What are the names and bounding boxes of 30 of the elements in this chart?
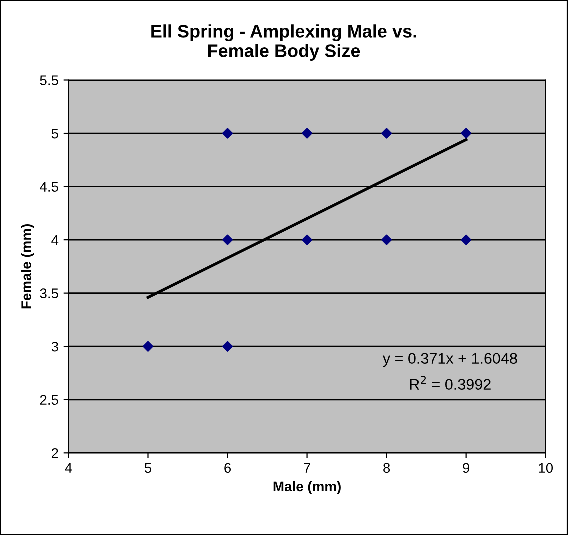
point xyxy=(461,234,472,246)
point xyxy=(142,341,154,352)
point xyxy=(302,128,313,139)
y-tick-label: 4.5 xyxy=(40,182,58,192)
y-tick-label: 2.5 xyxy=(40,395,58,406)
annotation: R$^{2}$ = 0.3992 xyxy=(410,376,491,390)
x-axis-title: Male (mm) xyxy=(274,481,341,494)
y-tick-label: 2 xyxy=(52,448,58,458)
x-tick-label: 10 xyxy=(539,463,554,474)
point xyxy=(302,234,313,246)
y-tick-label: 3 xyxy=(52,342,58,352)
annotation: y = 0.371x + 1.6048 xyxy=(382,353,518,368)
point xyxy=(222,128,234,139)
point xyxy=(222,234,234,246)
point xyxy=(222,341,234,352)
y-tick-label: 5.5 xyxy=(40,76,58,86)
x-tick-label: 5 xyxy=(144,463,152,474)
y-axis-title: Female (mm) xyxy=(21,224,34,309)
point xyxy=(382,128,392,139)
y-tick-label: 4 xyxy=(52,236,59,246)
x-tick-label: 4 xyxy=(65,463,72,473)
chart-title: Ell Spring - Amplexing Male vs. Female Body Size xyxy=(152,24,416,61)
x-tick-label: 6 xyxy=(224,463,232,474)
point xyxy=(461,128,472,139)
y-tick-label: 3.5 xyxy=(40,288,58,298)
point xyxy=(382,234,392,246)
x-tick-label: 7 xyxy=(304,463,310,473)
x-tick-label: 8 xyxy=(384,463,390,474)
x-tick-label: 9 xyxy=(463,463,470,474)
y-tick-label: 5 xyxy=(52,129,58,139)
